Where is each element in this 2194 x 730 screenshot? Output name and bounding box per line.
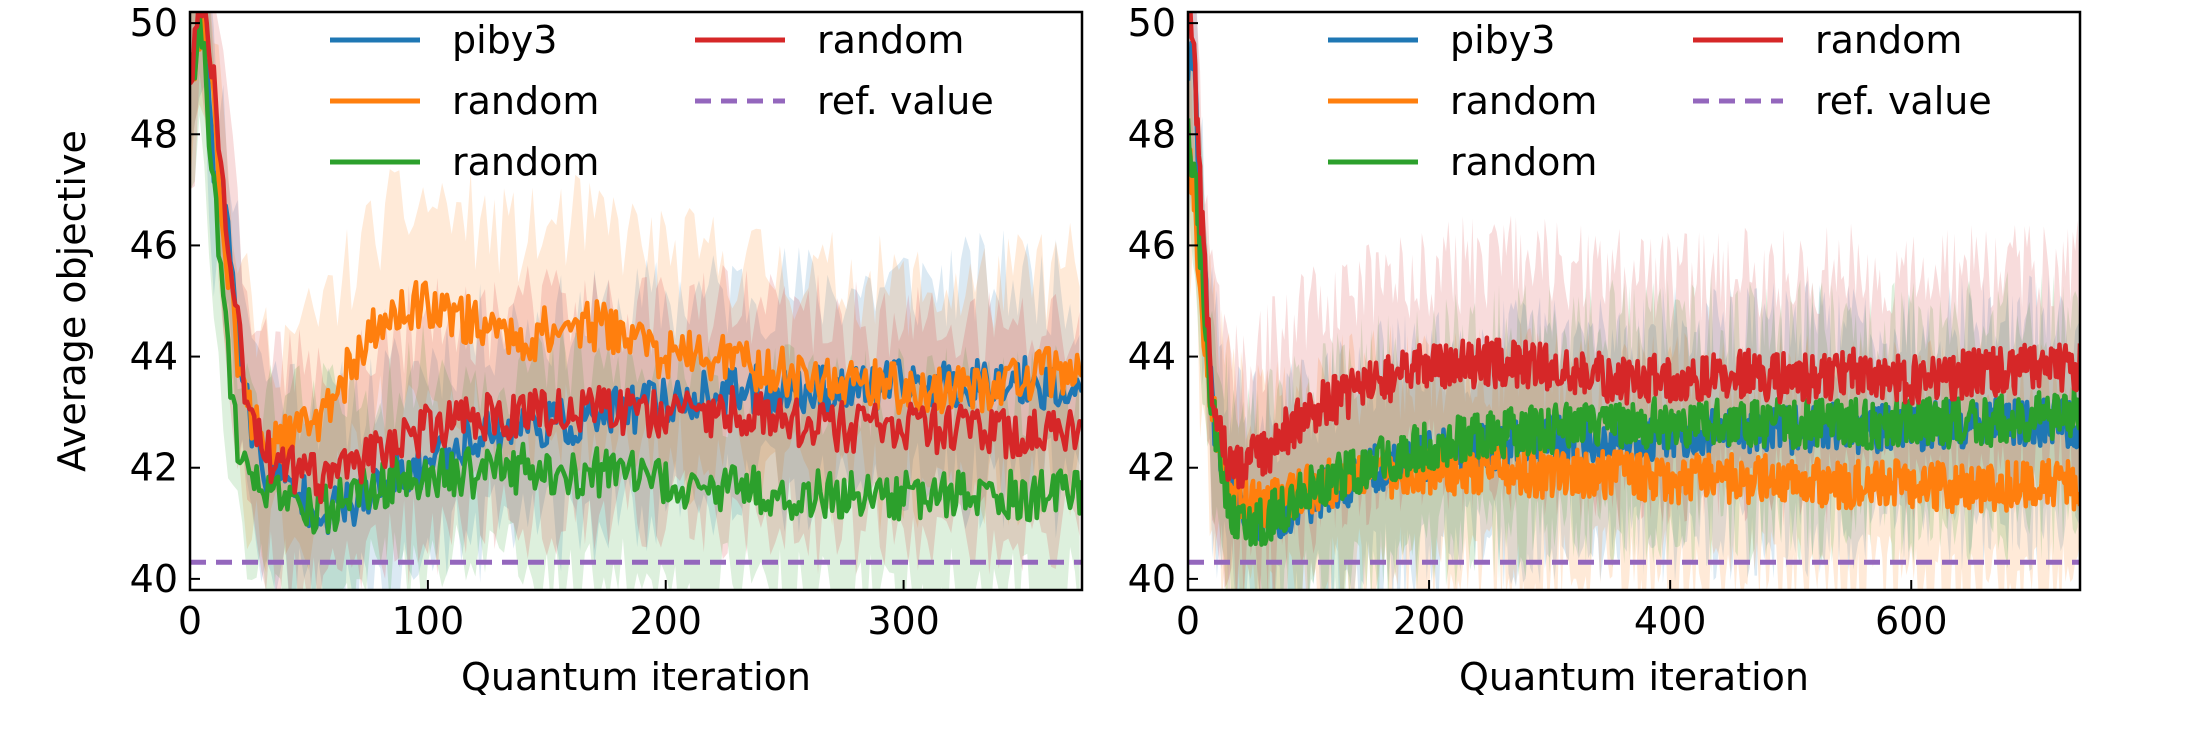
chart-panel-2: 0 200 400 600 40 42 44 46 48 50 Quantum iteration p… <box>1128 1 2082 699</box>
y-tick-label: 50 <box>130 1 178 45</box>
band-random-3 <box>190 12 1080 590</box>
series-line-random-1 <box>190 12 1082 467</box>
x-tick-label: 100 <box>392 599 465 643</box>
axes-frame <box>188 10 1084 592</box>
y-tick-label: 48 <box>130 112 178 156</box>
y-tick-label: 42 <box>130 446 178 490</box>
y-tick-label: 46 <box>1128 223 1176 267</box>
legend-label: piby3 <box>452 18 557 62</box>
x-tick-label: 200 <box>1393 599 1466 643</box>
legend: piby3 random random random ref. value <box>1328 18 1992 184</box>
y-tick-label: 48 <box>1128 112 1176 156</box>
x-axis-title: Quantum iteration <box>461 655 811 699</box>
x-tick-label: 400 <box>1634 599 1707 643</box>
axes-frame <box>1186 10 2082 592</box>
x-tick-label: 0 <box>1176 599 1200 643</box>
x-tick-label: 0 <box>178 599 202 643</box>
legend-label: random <box>452 140 599 184</box>
y-axis-title: Average objective <box>50 130 94 472</box>
legend-label: random <box>452 79 599 123</box>
y-tick-label: 42 <box>1128 446 1176 490</box>
band-piby3-0 <box>190 12 1080 590</box>
legend-label: piby3 <box>1450 18 1555 62</box>
legend-label: random <box>817 18 964 62</box>
legend-label: random <box>1450 79 1597 123</box>
chart-panel-1: 0 100 200 300 40 42 44 46 48 50 Quantum iteration A… <box>50 1 1084 699</box>
y-tick-label: 50 <box>1128 1 1176 45</box>
legend-label: ref. value <box>817 79 994 123</box>
x-tick-label: 200 <box>629 599 702 643</box>
plot-area <box>1188 12 2080 590</box>
y-tick-label: 40 <box>130 557 178 601</box>
series-line-random-2 <box>190 12 1082 535</box>
legend-label: random <box>1450 140 1597 184</box>
plot-area <box>190 12 1082 590</box>
series-line-random-3 <box>1188 12 2080 490</box>
x-tick-label: 300 <box>867 599 940 643</box>
x-tick-label: 600 <box>1875 599 1948 643</box>
y-tick-label: 40 <box>1128 557 1176 601</box>
legend-label: random <box>1815 18 1962 62</box>
y-tick-label: 46 <box>130 223 178 267</box>
y-tick-label: 44 <box>130 335 178 379</box>
band-random-2 <box>190 12 1080 590</box>
x-axis-title: Quantum iteration <box>1459 655 1809 699</box>
series-line-random-3 <box>190 12 1082 505</box>
y-tick-label: 44 <box>1128 335 1176 379</box>
legend: piby3 random random random ref. value <box>330 18 994 184</box>
legend-label: ref. value <box>1815 79 1992 123</box>
series-line-random-2 <box>1188 118 2080 547</box>
